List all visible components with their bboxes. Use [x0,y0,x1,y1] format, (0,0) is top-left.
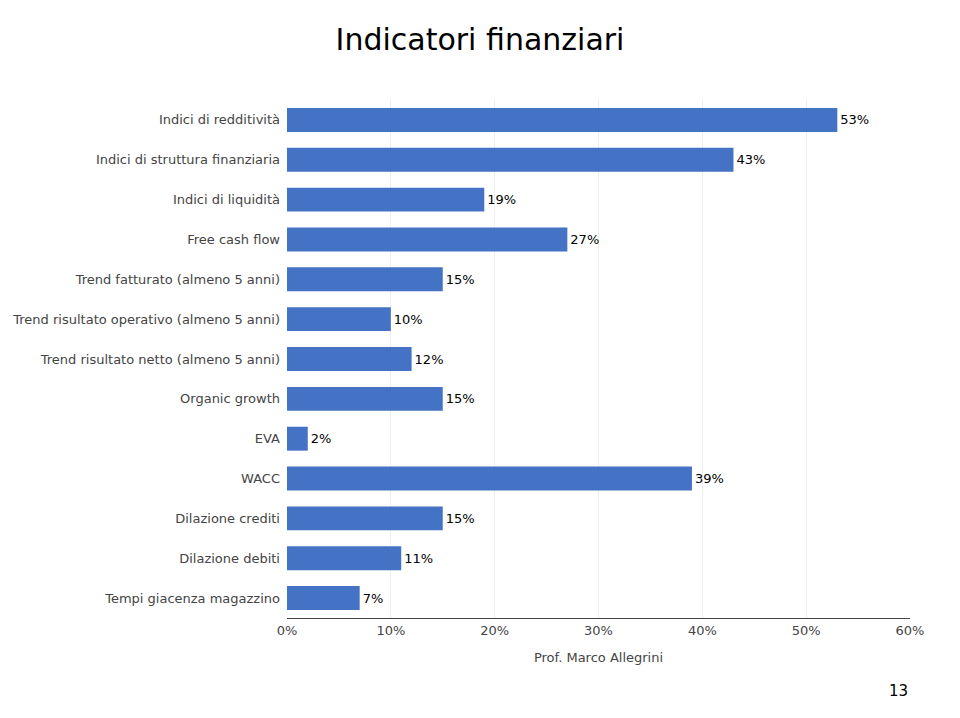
svg-text:19%: 19% [487,192,516,207]
svg-text:Trend risultato netto (almeno: Trend risultato netto (almeno 5 anni) [40,352,280,367]
svg-text:30%: 30% [584,623,613,638]
svg-text:15%: 15% [446,272,475,287]
svg-text:Indicatori finanziari: Indicatori finanziari [336,22,625,57]
svg-text:20%: 20% [480,623,509,638]
svg-text:15%: 15% [446,511,475,526]
svg-text:Tempi giacenza magazzino: Tempi giacenza magazzino [104,591,280,606]
svg-text:Dilazione crediti: Dilazione crediti [175,511,280,526]
svg-text:12%: 12% [415,352,444,367]
svg-text:43%: 43% [736,152,765,167]
svg-text:10%: 10% [394,312,423,327]
svg-text:WACC: WACC [241,471,280,486]
svg-text:10%: 10% [376,623,405,638]
svg-text:39%: 39% [695,471,724,486]
svg-text:Indici di struttura finanziari: Indici di struttura finanziaria [96,152,280,167]
svg-text:7%: 7% [363,591,384,606]
svg-text:Trend risultato operativo (alm: Trend risultato operativo (almeno 5 anni… [12,312,280,327]
svg-text:40%: 40% [688,623,717,638]
svg-text:27%: 27% [570,232,599,247]
svg-text:50%: 50% [792,623,821,638]
svg-text:Prof. Marco Allegrini: Prof. Marco Allegrini [534,650,663,665]
svg-text:Free cash flow: Free cash flow [187,232,280,247]
svg-text:Trend fatturato (almeno 5 anni: Trend fatturato (almeno 5 anni) [75,272,280,287]
svg-text:2%: 2% [311,431,332,446]
svg-text:Dilazione debiti: Dilazione debiti [179,551,280,566]
svg-text:0%: 0% [277,623,298,638]
svg-text:53%: 53% [840,112,869,127]
svg-text:11%: 11% [404,551,433,566]
svg-text:EVA: EVA [255,431,280,446]
svg-text:13: 13 [889,682,908,700]
svg-text:Indici di redditività: Indici di redditività [159,112,280,127]
svg-text:Indici di liquidità: Indici di liquidità [173,192,280,207]
svg-text:60%: 60% [896,623,925,638]
svg-text:Organic growth: Organic growth [180,391,280,406]
svg-text:15%: 15% [446,391,475,406]
